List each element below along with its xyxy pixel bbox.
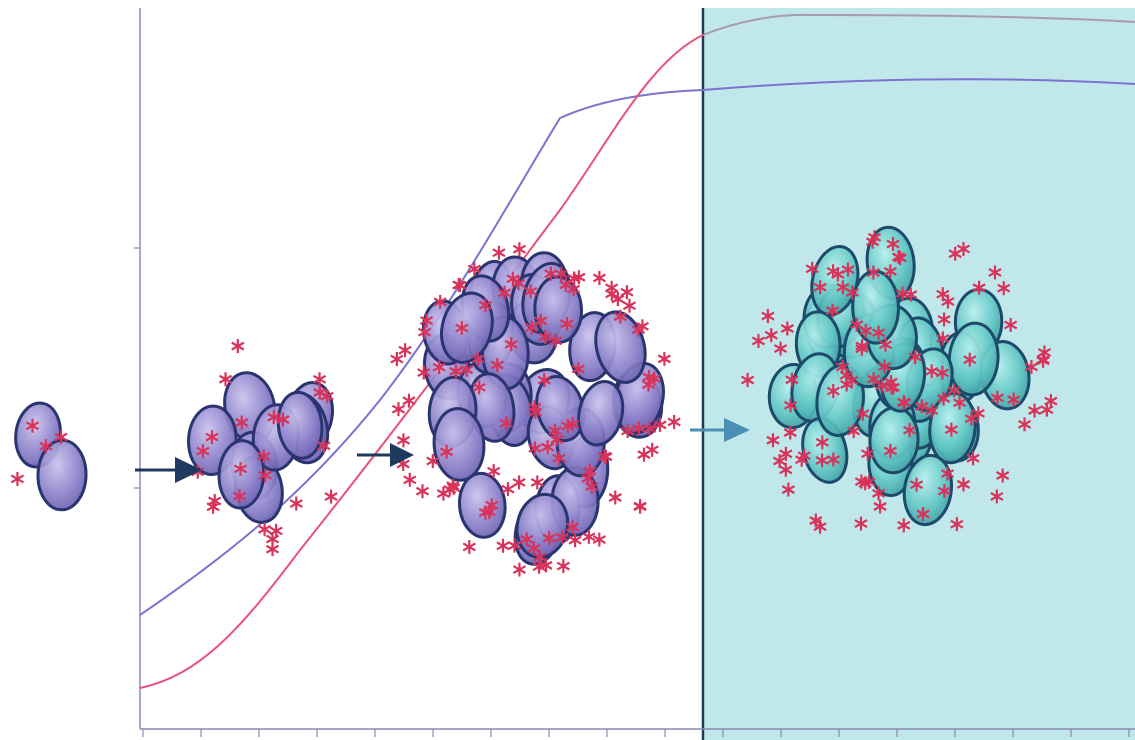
growth-diagram — [0, 0, 1135, 740]
cell — [852, 271, 900, 344]
cell — [37, 440, 87, 511]
page: (() => { JSON.parse(document.getElementB… — [0, 0, 1135, 740]
